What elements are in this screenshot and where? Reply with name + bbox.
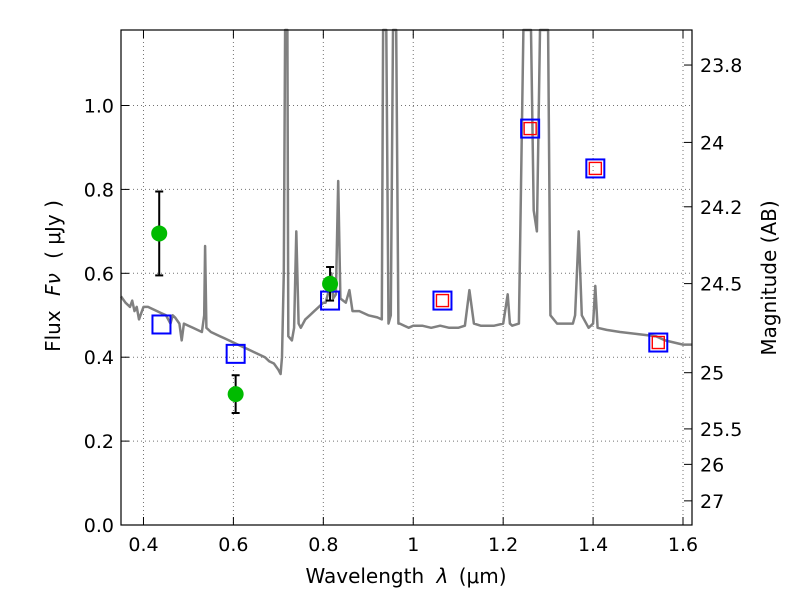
observed-point bbox=[151, 225, 168, 242]
y2-tick-label: 23.8 bbox=[700, 55, 742, 77]
y2-tick-label: 24.2 bbox=[700, 197, 742, 219]
series-observed-photometry bbox=[151, 190, 339, 414]
x-tick-label: 1.2 bbox=[488, 534, 518, 556]
model-square bbox=[648, 332, 669, 353]
model-square bbox=[520, 118, 541, 139]
y-tick-label: 0.6 bbox=[84, 263, 114, 285]
series-synthetic-photometry bbox=[435, 121, 665, 350]
y2-tick-label: 25.5 bbox=[700, 419, 742, 441]
y2-tick-label: 26 bbox=[700, 454, 724, 476]
x-tick-label: 1 bbox=[407, 534, 419, 556]
synthetic-square bbox=[651, 335, 665, 350]
y-tick-label: 0.0 bbox=[84, 515, 114, 537]
series-model-spectrum bbox=[119, 28, 692, 376]
synthetic-square bbox=[435, 293, 450, 308]
observed-point bbox=[322, 275, 339, 292]
x-axis: 0.4 0.6 0.8 1 1.2 1.4 1.6 bbox=[128, 30, 698, 556]
model-square bbox=[225, 343, 246, 364]
synthetic-square bbox=[588, 161, 603, 176]
y2-tick-label: 25 bbox=[700, 363, 724, 385]
model-square bbox=[585, 158, 606, 179]
x-tick-label: 0.8 bbox=[308, 534, 338, 556]
grid bbox=[121, 30, 692, 526]
y-axis-label: Flux Fν ( μJy ) bbox=[41, 200, 65, 352]
y-tick-label: 1.0 bbox=[84, 96, 114, 118]
x-tick-label: 0.6 bbox=[218, 534, 248, 556]
synthetic-square bbox=[523, 121, 537, 136]
y-axis-right: 23.8 24 24.2 24.5 25 25.5 26 27 bbox=[684, 55, 742, 513]
spectrum-line bbox=[119, 28, 692, 376]
y2-axis-label: Magnitude (AB) bbox=[757, 200, 781, 355]
x-tick-label: 1.6 bbox=[668, 534, 698, 556]
y-axis-left: 0.0 0.2 0.4 0.6 0.8 1.0 bbox=[84, 96, 129, 537]
model-square bbox=[432, 290, 453, 311]
y-tick-label: 0.2 bbox=[84, 431, 114, 453]
model-square bbox=[151, 314, 172, 335]
observed-point bbox=[227, 386, 244, 403]
y2-tick-label: 27 bbox=[700, 491, 724, 513]
plot-frame bbox=[120, 29, 693, 526]
y2-tick-label: 24 bbox=[700, 132, 724, 154]
x-axis-label: Wavelength λ (μm) bbox=[305, 564, 506, 588]
y-tick-label: 0.8 bbox=[84, 179, 114, 201]
series-model-bandpass bbox=[151, 118, 669, 364]
y-tick-label: 0.4 bbox=[84, 347, 114, 369]
y2-tick-label: 24.5 bbox=[700, 274, 742, 296]
x-tick-label: 0.4 bbox=[128, 534, 158, 556]
x-tick-label: 1.4 bbox=[578, 534, 608, 556]
